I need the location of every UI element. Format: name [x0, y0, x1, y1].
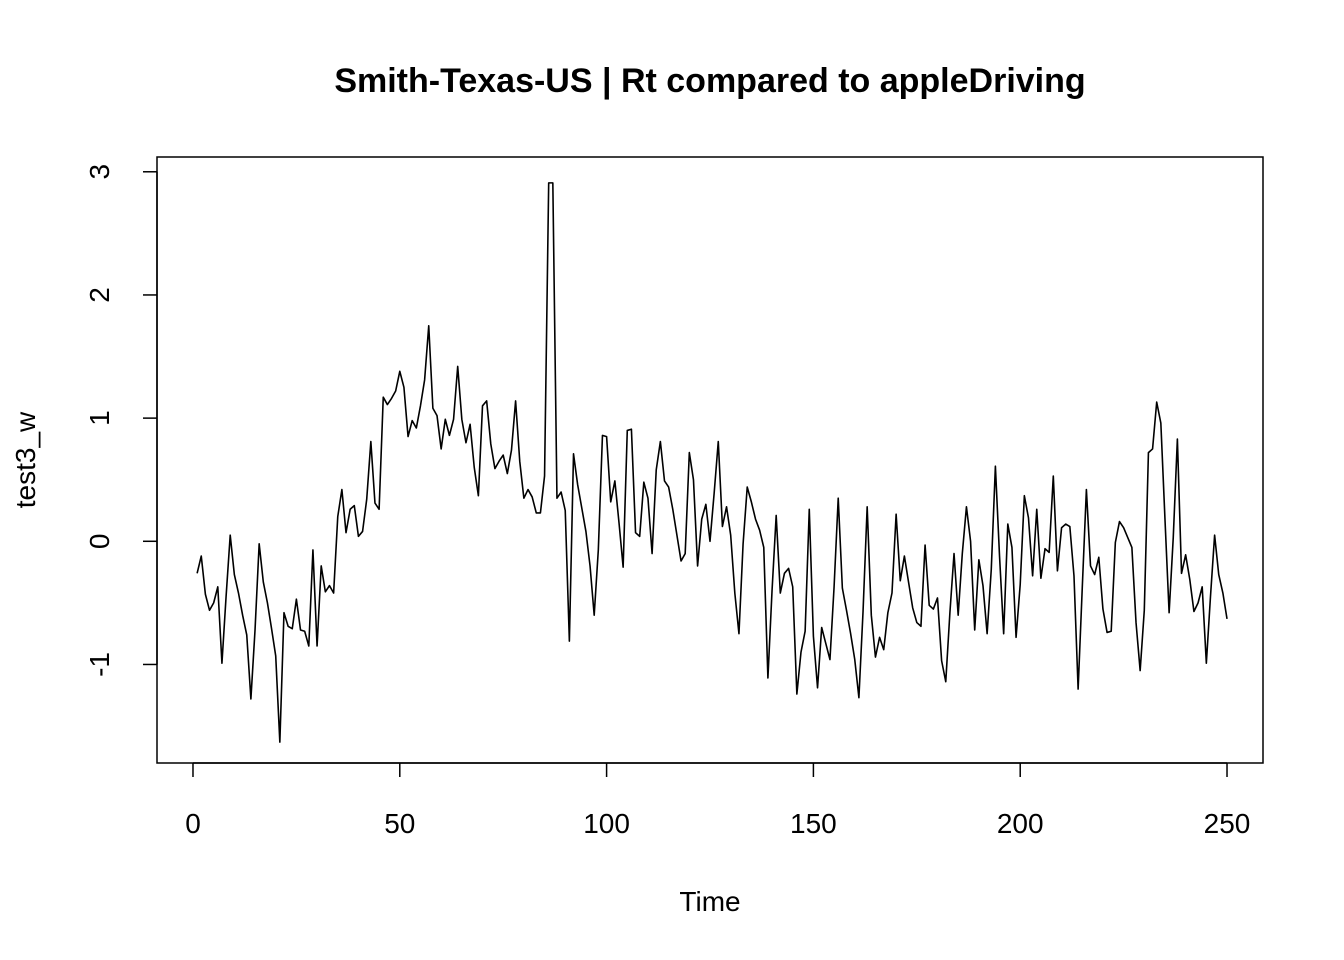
y-tick-label: -1: [84, 652, 115, 677]
y-axis: -1 0 1 2 3: [84, 164, 158, 677]
y-axis-label: test3_w: [10, 411, 41, 508]
y-tick-label: 3: [84, 164, 115, 180]
y-tick-label: 0: [84, 534, 115, 550]
x-tick-label: 100: [583, 808, 630, 839]
x-tick-label: 200: [997, 808, 1044, 839]
x-tick-label: 150: [790, 808, 837, 839]
x-axis: 0 50 100 150 200 250: [185, 762, 1251, 839]
x-tick-label: 250: [1204, 808, 1251, 839]
chart-title: Smith-Texas-US | Rt compared to appleDri…: [334, 62, 1085, 100]
x-tick-label: 50: [384, 808, 415, 839]
x-tick-label: 0: [185, 808, 201, 839]
x-axis-label: Time: [679, 886, 740, 917]
y-tick-label: 2: [84, 287, 115, 303]
plot-frame: [156, 156, 1264, 764]
series-line: [196, 182, 1228, 743]
y-tick-label: 1: [84, 410, 115, 426]
